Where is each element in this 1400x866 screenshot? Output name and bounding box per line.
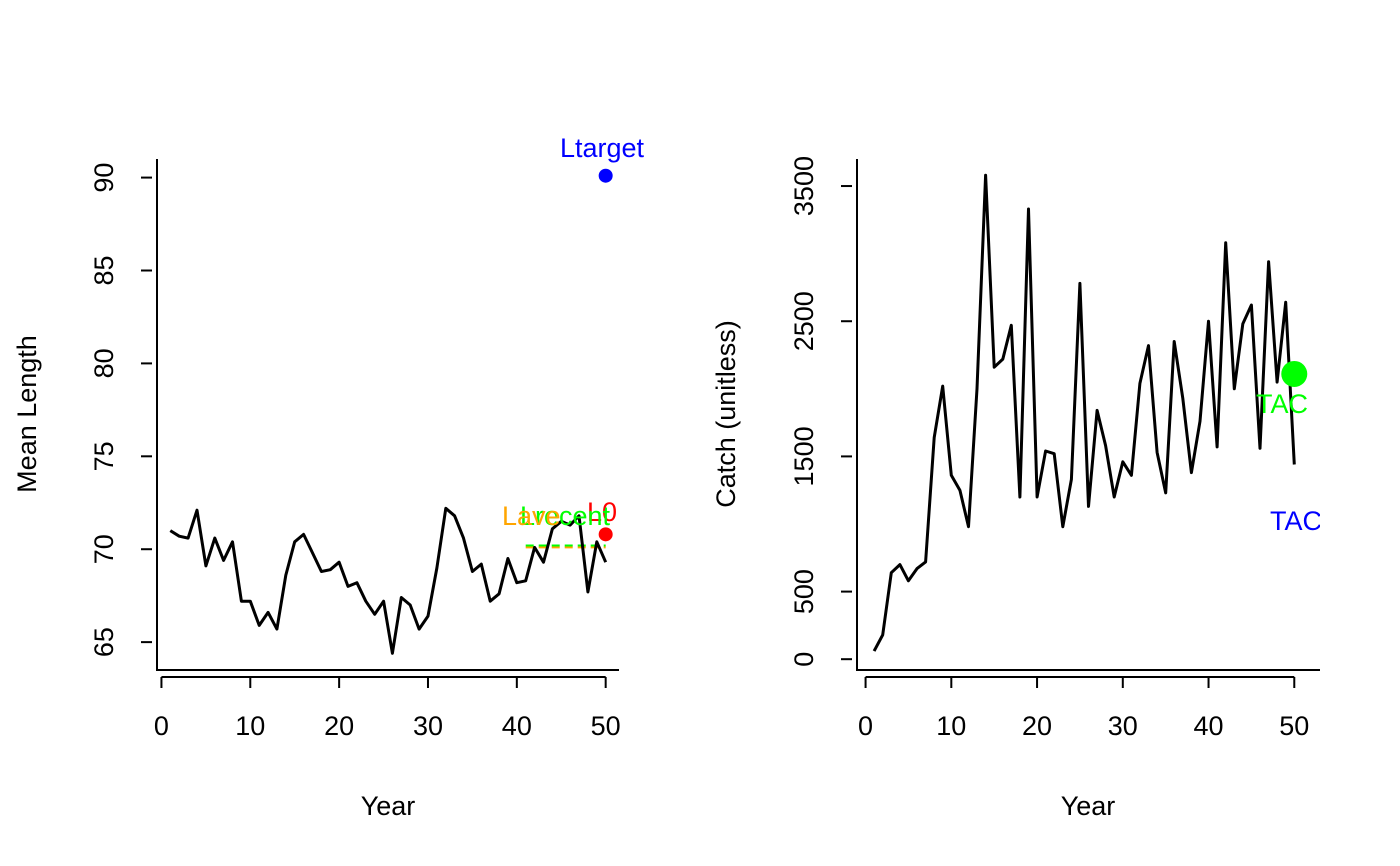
tac-green-label: TAC — [1256, 389, 1308, 419]
catch-panel: 0 10 20 30 40 50 0 500 1500 2500 3500 Year Catch … — [711, 156, 1322, 821]
catch-x-tick-label: 0 — [858, 711, 873, 741]
mean-length-plot-area — [169, 168, 613, 655]
lave-label: Lave — [502, 501, 561, 531]
l0-label: L0 — [587, 497, 617, 527]
mean-length-y-tick-label: 80 — [89, 348, 119, 378]
mean-length-x-tick-label: 40 — [502, 711, 532, 741]
catch-y-tick-label: 1500 — [789, 426, 819, 486]
mean-length-series-line — [169, 506, 608, 655]
mean-length-x-axis-label: Year — [361, 791, 416, 821]
mean-length-y-tick-label: 85 — [89, 255, 119, 285]
mean-length-x-tick-label: 50 — [591, 711, 621, 741]
mean-length-x-tick-label: 0 — [154, 711, 169, 741]
catch-y-tick-label: 2500 — [789, 291, 819, 351]
mean-length-y-tick-label: 75 — [89, 441, 119, 471]
catch-x-tick-label: 40 — [1194, 711, 1224, 741]
lrecent-label: Lrecent — [520, 501, 611, 531]
catch-y-axis: 0 500 1500 2500 3500 — [789, 156, 852, 667]
catch-x-axis: 0 10 20 30 40 50 — [858, 676, 1309, 741]
tac-blue-label: TAC — [1270, 506, 1322, 536]
catch-y-tick-label: 3500 — [789, 156, 819, 216]
catch-x-tick-label: 30 — [1108, 711, 1138, 741]
catch-axes-frame — [856, 159, 1320, 671]
mean-length-y-tick-label: 90 — [89, 163, 119, 193]
catch-series-line — [872, 173, 1296, 652]
mean-length-panel: 0 10 20 30 40 50 65 70 75 80 85 90 Year Mean Lengt… — [12, 133, 645, 821]
mean-length-axes-frame — [156, 159, 619, 671]
mean-length-x-tick-label: 10 — [235, 711, 265, 741]
ltarget-label: Ltarget — [560, 133, 645, 163]
tac-point — [1281, 360, 1308, 387]
mean-length-y-axis: 65 70 75 80 85 90 — [89, 163, 152, 657]
l0-point — [598, 527, 613, 542]
catch-y-axis-label: Catch (unitless) — [711, 320, 741, 508]
mean-length-y-axis-label: Mean Length — [12, 335, 42, 493]
catch-x-axis-label: Year — [1061, 791, 1116, 821]
mean-length-y-tick-label: 70 — [89, 534, 119, 564]
mean-length-x-tick-label: 20 — [324, 711, 354, 741]
catch-x-tick-label: 50 — [1279, 711, 1309, 741]
catch-plot-area — [872, 173, 1308, 652]
catch-y-tick-label: 0 — [789, 652, 819, 667]
ltarget-point — [598, 168, 613, 183]
catch-x-tick-label: 10 — [936, 711, 966, 741]
mean-length-x-axis: 0 10 20 30 40 50 — [154, 676, 621, 741]
catch-x-tick-label: 20 — [1022, 711, 1052, 741]
catch-y-tick-label: 500 — [789, 569, 819, 614]
mean-length-x-tick-label: 30 — [413, 711, 443, 741]
mean-length-y-tick-label: 65 — [89, 627, 119, 657]
